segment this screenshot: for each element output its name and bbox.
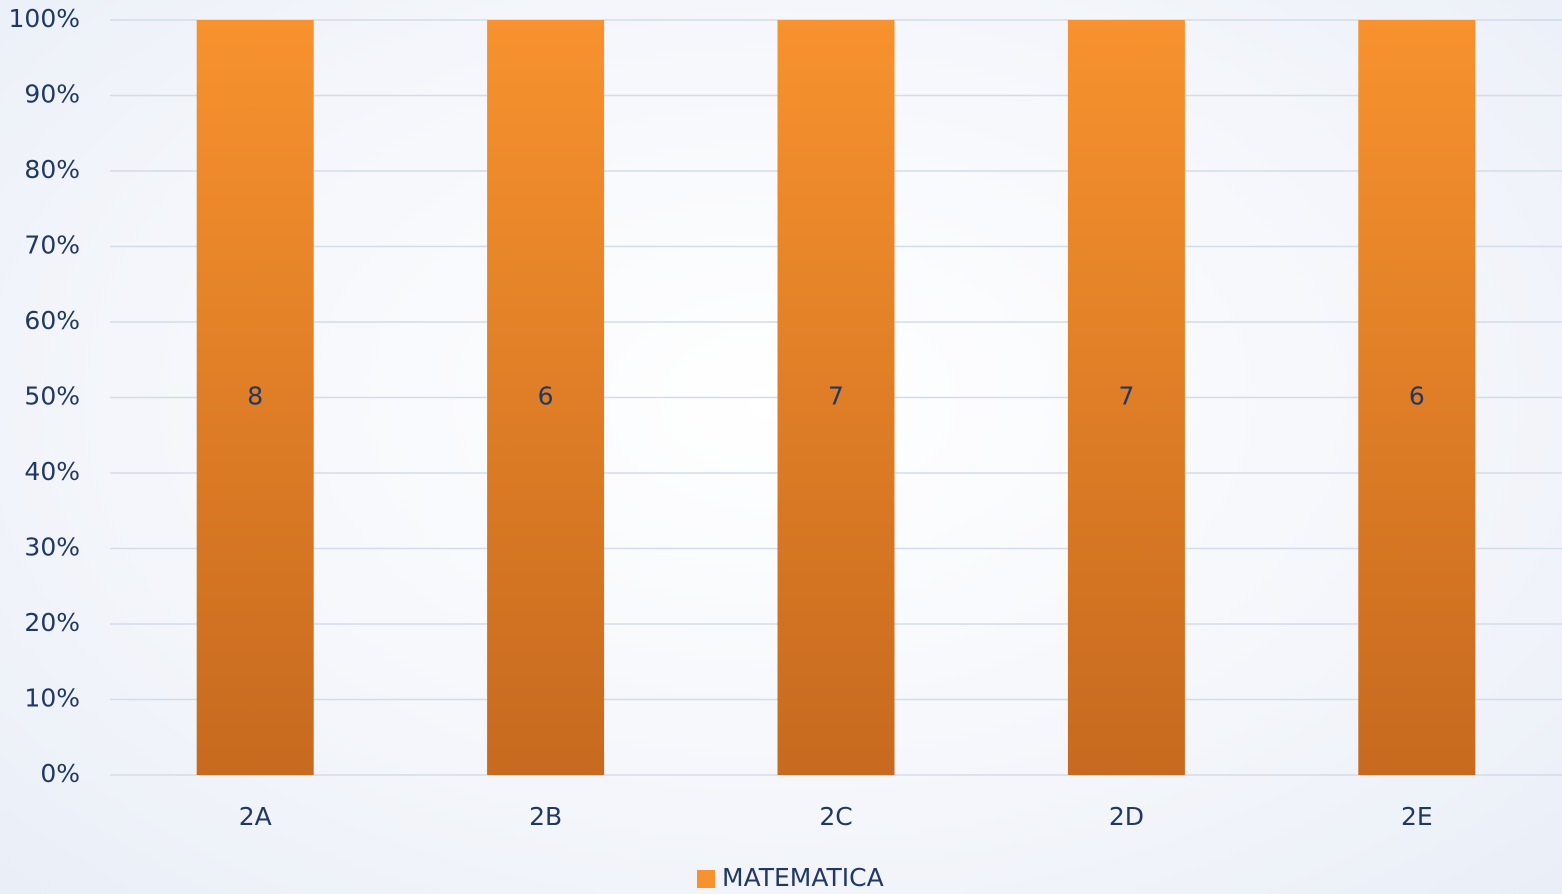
legend-swatch [697,870,715,888]
y-tick-label: 20% [24,608,80,637]
y-tick-label: 60% [24,306,80,335]
data-label: 8 [247,382,263,411]
y-tick-label: 10% [24,684,80,713]
data-label: 7 [828,382,844,411]
y-tick-label: 30% [24,533,80,562]
y-tick-label: 50% [24,382,80,411]
legend-label: MATEMATICA [722,863,884,892]
y-tick-label: 90% [24,80,80,109]
x-tick-label: 2E [1401,802,1433,831]
data-label: 6 [538,382,554,411]
data-label: 7 [1118,382,1134,411]
x-tick-label: 2A [239,802,272,831]
y-tick-label: 40% [24,457,80,486]
data-label: 6 [1409,382,1425,411]
x-tick-label: 2B [529,802,562,831]
x-tick-label: 2C [819,802,852,831]
chart: 0% 10% 20% 30% 40% 50% 60% 70% 80% 90% 100% 2A 8 2B 6 2… [0,0,1562,894]
y-tick-label: 0% [40,759,80,788]
y-tick-label: 80% [24,155,80,184]
y-tick-label: 100% [9,4,80,33]
y-tick-label: 70% [24,231,80,260]
x-tick-label: 2D [1109,802,1144,831]
